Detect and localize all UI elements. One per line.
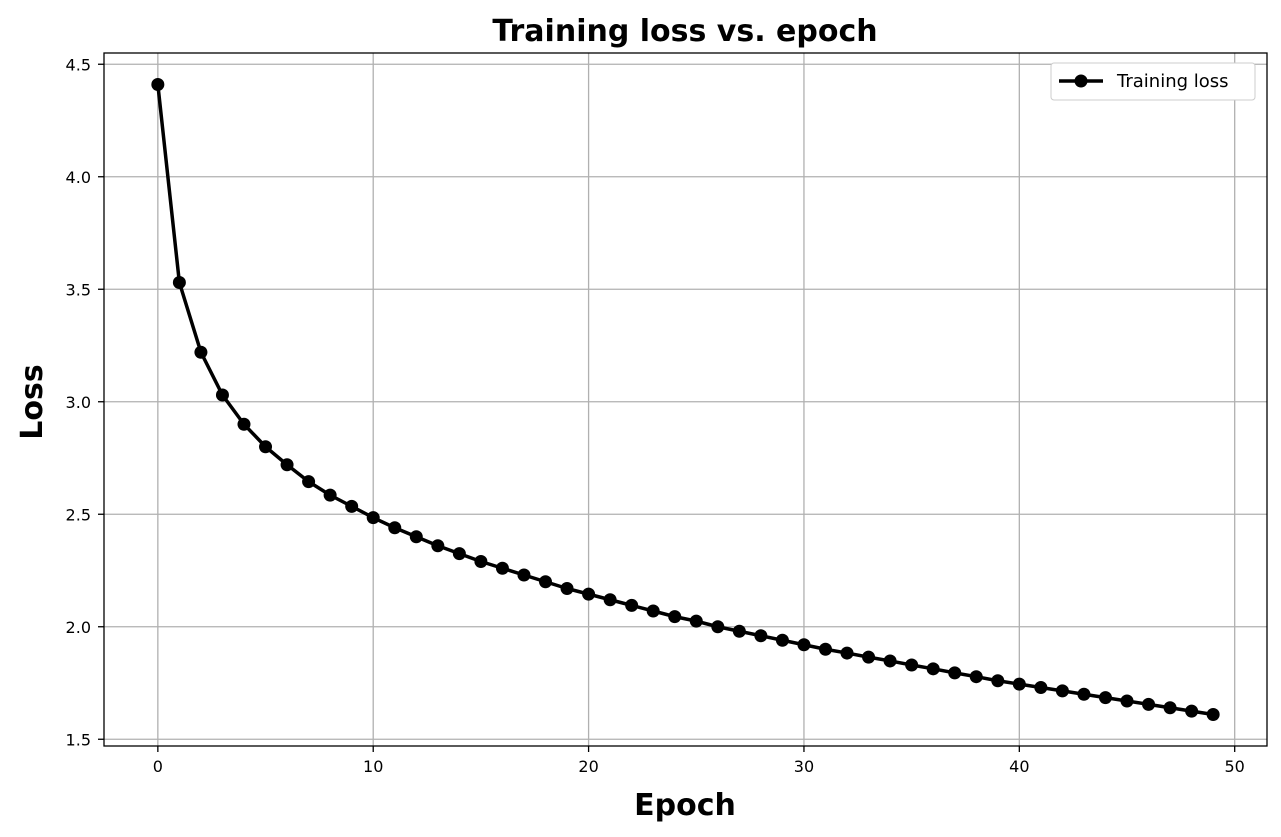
data-point [732,624,746,638]
data-point [1098,691,1112,705]
data-point [452,547,466,561]
data-point [323,488,337,502]
data-point [215,388,229,402]
data-point [862,650,876,664]
data-point [1034,681,1048,694]
data-point [1120,694,1134,708]
x-tick-label: 10 [363,757,383,776]
x-tick-label: 40 [1009,757,1029,776]
data-point [345,499,359,513]
data-point [194,345,208,359]
data-point [172,276,186,289]
chart-title: Training loss vs. epoch [492,14,877,49]
data-point [388,521,402,535]
data-point [948,666,962,680]
x-axis-ticks: 0 10 20 30 40 50 [153,746,1245,776]
x-tick-label: 20 [578,757,598,776]
y-tick-label: 4.5 [66,55,91,74]
data-point [539,575,553,589]
data-point [237,417,251,431]
data-point [1206,708,1220,721]
data-point [1012,677,1026,691]
data-point [1055,684,1069,698]
data-point [366,511,380,525]
data-point [969,670,983,684]
data-point [646,604,660,618]
data-point [474,555,488,568]
data-point [1142,697,1156,711]
y-tick-label: 3.5 [66,280,91,299]
data-point [259,440,273,454]
x-tick-label: 30 [794,757,814,776]
data-point [409,530,423,544]
legend-marker-swatch [1074,74,1088,88]
y-tick-label: 2.5 [66,505,91,524]
x-tick-label: 0 [153,757,163,776]
data-point [560,582,574,595]
y-tick-label: 3.0 [66,393,91,412]
data-point [689,614,703,628]
y-axis-label: Loss [15,364,50,439]
data-point [1163,701,1177,715]
data-point [711,620,725,634]
data-point [431,539,445,553]
data-point [905,658,919,672]
y-tick-label: 2.0 [66,618,91,637]
data-point [926,662,940,676]
data-point [495,561,509,575]
y-tick-label: 4.0 [66,168,91,187]
data-point [754,629,768,643]
data-point [280,458,294,472]
legend: Training loss [1050,62,1256,101]
data-point [991,674,1005,688]
data-point [151,78,165,91]
x-tick-label: 50 [1225,757,1245,776]
data-point [582,587,596,601]
legend-label: Training loss [1116,71,1229,92]
data-point [1185,704,1199,718]
data-point [668,610,682,624]
y-tick-label: 1.5 [66,730,91,749]
plot-frame [103,52,1268,747]
data-point [775,633,789,647]
legend-box [1050,62,1256,101]
data-point [1077,687,1091,701]
data-point [840,646,854,660]
data-point [797,638,811,652]
data-point [818,642,832,656]
x-axis-label: Epoch [634,788,736,823]
data-point [603,593,617,607]
y-axis-ticks: 1.5 2.0 2.5 3.0 3.5 4.0 4.5 [66,55,104,749]
data-point [302,475,316,489]
data-point [625,598,639,612]
series-layer [151,78,1220,721]
data-point [517,568,531,582]
data-point [883,654,897,668]
